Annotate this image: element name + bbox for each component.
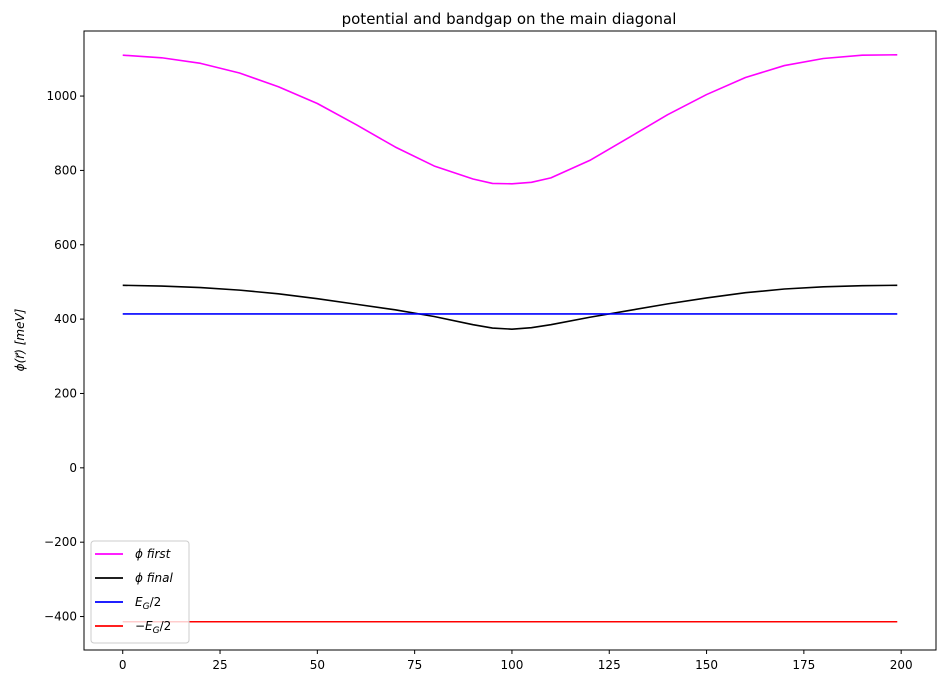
axes-frame (83, 30, 937, 651)
y-tick-label: −400 (44, 610, 77, 624)
x-tick-label: 25 (212, 658, 227, 672)
y-tick-label: −200 (44, 535, 77, 549)
series-line-1 (122, 284, 898, 330)
x-tick-label: 150 (695, 658, 718, 672)
x-tick-label: 75 (407, 658, 422, 672)
x-tick-label: 100 (500, 658, 523, 672)
y-axis-label-text: ϕ(r⃗) [meV] (13, 308, 27, 371)
series-line-0 (122, 53, 898, 185)
plot-area: 0 25 50 75 100 125 150 175 200 −400 −200 0 200 400 60… (44, 30, 937, 672)
y-axis-label: ϕ(r⃗) [meV] (13, 308, 27, 371)
legend-box (90, 540, 190, 644)
y-tick-label: 600 (54, 238, 77, 252)
series-group (122, 53, 898, 623)
x-tick-label: 125 (598, 658, 621, 672)
legend-label-0: ϕ first (135, 547, 172, 561)
y-tick-label: 0 (69, 461, 77, 475)
legend-label-2: EG/2 (135, 595, 161, 612)
x-axis: 0 25 50 75 100 125 150 175 200 (119, 650, 913, 672)
x-tick-label: 200 (890, 658, 913, 672)
y-tick-label: 800 (54, 163, 77, 177)
legend: ϕ first ϕ final EG/2 −EG/2 (90, 540, 190, 644)
y-tick-label: 1000 (46, 89, 77, 103)
y-tick-label: 400 (54, 312, 77, 326)
x-tick-label: 50 (310, 658, 325, 672)
y-tick-label: 200 (54, 386, 77, 400)
chart-title: potential and bandgap on the main diagon… (342, 10, 677, 28)
y-axis: −400 −200 0 200 400 600 800 1000 (44, 89, 84, 624)
x-tick-label: 175 (792, 658, 815, 672)
x-tick-label: 0 (119, 658, 127, 672)
legend-label-3: −EG/2 (135, 619, 171, 636)
legend-label-1: ϕ final (135, 571, 173, 585)
